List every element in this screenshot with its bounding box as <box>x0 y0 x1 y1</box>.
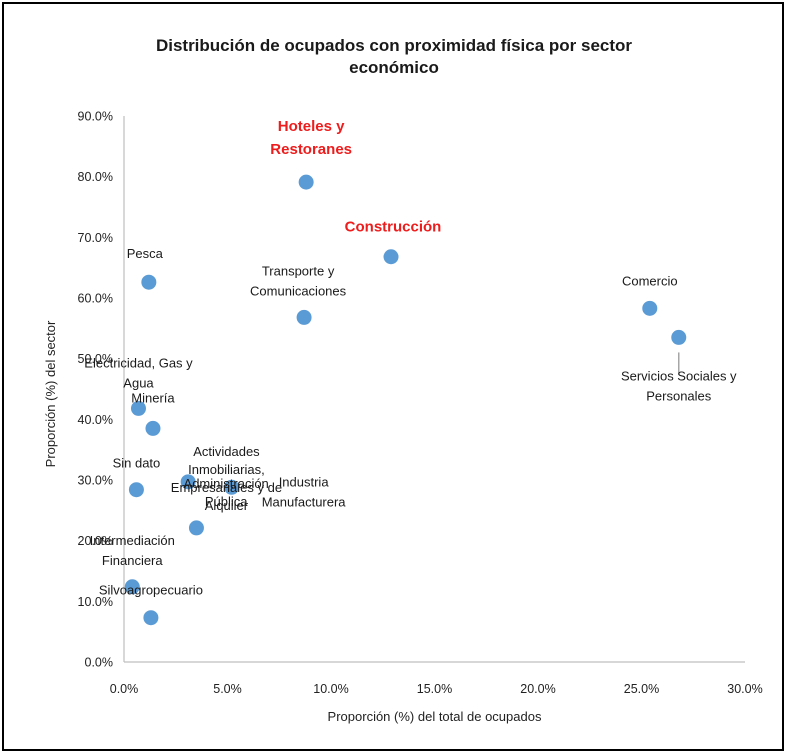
chart-title-line-1: Distribución de ocupados con proximidad … <box>156 36 632 55</box>
data-label: Construcción <box>345 219 442 236</box>
data-point <box>143 610 159 626</box>
x-tick-label: 30.0% <box>727 682 762 696</box>
y-tick-label: 50.0% <box>78 352 113 366</box>
data-label: Silvoagropecuario <box>99 583 203 598</box>
x-tick-label: 25.0% <box>624 682 659 696</box>
data-point <box>224 479 240 495</box>
y-tick-label: 30.0% <box>78 474 113 488</box>
data-label: Servicios Sociales y <box>621 368 737 383</box>
data-point <box>298 174 314 190</box>
data-point <box>296 309 312 325</box>
y-tick-label: 80.0% <box>78 170 113 184</box>
data-label: Hoteles y <box>278 118 345 135</box>
data-point <box>124 579 140 595</box>
data-point <box>188 520 204 536</box>
data-label: Alquiler <box>205 498 249 513</box>
data-label: Sin dato <box>113 456 161 471</box>
data-label: Transporte y <box>262 263 335 278</box>
data-point <box>383 249 399 265</box>
x-tick-label: 20.0% <box>520 682 555 696</box>
data-point <box>128 482 144 498</box>
chart-title-line-2: económico <box>349 58 439 77</box>
data-point <box>642 300 658 316</box>
x-tick-label: 0.0% <box>110 682 139 696</box>
data-point <box>145 420 161 436</box>
x-tick-label: 15.0% <box>417 682 452 696</box>
data-label: Pública <box>205 494 248 509</box>
y-tick-label: 70.0% <box>78 231 113 245</box>
data-label: Restoranes <box>270 141 352 158</box>
data-label: Comercio <box>622 273 678 288</box>
y-tick-label: 20.0% <box>78 534 113 548</box>
data-point <box>671 329 687 345</box>
y-tick-label: 60.0% <box>78 292 113 306</box>
data-label: Pesca <box>127 246 164 261</box>
data-label: Personales <box>646 388 712 403</box>
y-tick-label: 10.0% <box>78 595 113 609</box>
x-tick-label: 5.0% <box>213 682 242 696</box>
data-label: Inmobiliarias, <box>188 462 265 477</box>
data-label: Actividades <box>193 444 260 459</box>
data-label: Agua <box>123 375 154 390</box>
data-label: Financiera <box>102 553 163 568</box>
data-point <box>141 274 157 290</box>
data-point <box>130 400 146 416</box>
data-label: Manufacturera <box>262 494 347 509</box>
data-label: Intermediación <box>90 533 175 548</box>
data-label: Minería <box>131 390 175 405</box>
y-tick-label: 40.0% <box>78 413 113 427</box>
data-label: Electricidad, Gas y <box>84 355 193 370</box>
data-label: Empresariales y de <box>171 480 282 495</box>
x-axis-label: Proporción (%) del total de ocupados <box>328 709 542 724</box>
y-axis-label: Proporción (%) del sector <box>43 320 58 467</box>
x-tick-label: 10.0% <box>313 682 348 696</box>
data-label: Administración <box>184 476 269 491</box>
data-label: Industria <box>279 474 330 489</box>
data-label: Comunicaciones <box>250 283 347 298</box>
y-tick-label: 0.0% <box>85 656 114 670</box>
data-point <box>180 474 196 490</box>
y-tick-label: 90.0% <box>78 110 113 124</box>
